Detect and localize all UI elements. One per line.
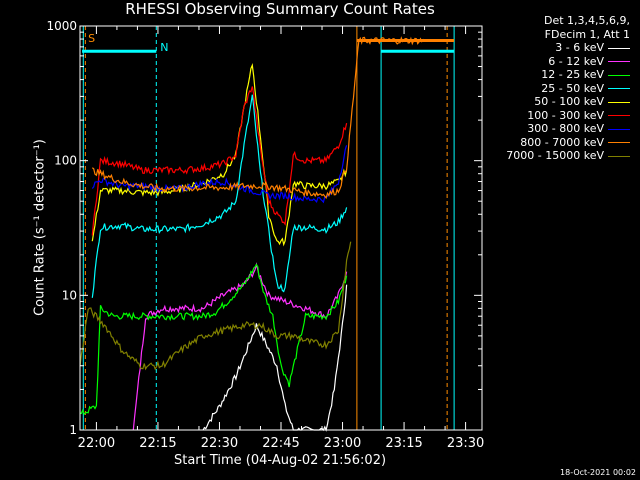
flag-label-n: N xyxy=(160,41,168,54)
legend-item: 12 - 25 keV xyxy=(470,68,630,82)
y-tick-label: 1000 xyxy=(46,19,77,33)
series-line-3 xyxy=(79,263,348,416)
legend-item: 300 - 800 keV xyxy=(470,122,630,136)
flag-label-s: S xyxy=(88,32,95,45)
legend-swatch xyxy=(608,61,630,62)
x-tick-label: 22:45 xyxy=(262,436,299,451)
legend-swatch xyxy=(608,115,630,116)
legend-item-label: 7000 - 15000 keV xyxy=(506,149,604,162)
legend-swatch xyxy=(608,88,630,89)
x-tick-label: 23:30 xyxy=(447,436,484,451)
legend-header-2: FDecim 1, Att 1 xyxy=(544,27,630,41)
x-axis-label: Start Time (04-Aug-02 21:56:02) xyxy=(173,453,387,468)
legend-item: 25 - 50 keV xyxy=(470,82,630,96)
legend-swatch xyxy=(608,74,630,76)
legend-item-label: 50 - 100 keV xyxy=(534,95,604,108)
legend-item-label: 25 - 50 keV xyxy=(541,81,604,95)
series-line-1 xyxy=(202,284,348,432)
legend-item: 800 - 7000 keV xyxy=(470,136,630,150)
legend: Det 1,3,4,5,6,9, FDecim 1, Att 1 3 - 6 k… xyxy=(470,14,630,163)
x-tick-label: 22:30 xyxy=(201,436,238,451)
y-tick-label: 1 xyxy=(69,423,77,437)
legend-item-label: 800 - 7000 keV xyxy=(520,135,604,149)
y-axis-label: Count Rate (s⁻¹ detector⁻¹) xyxy=(32,139,48,316)
legend-item-label: 6 - 12 keV xyxy=(548,54,604,68)
x-tick-label: 23:15 xyxy=(385,436,422,451)
chart-title: RHESSI Observing Summary Count Rates xyxy=(125,0,435,18)
legend-item: 3 - 6 keV xyxy=(470,41,630,55)
series-line-7 xyxy=(91,145,348,204)
legend-item-label: 3 - 6 keV xyxy=(555,41,604,54)
legend-item: 50 - 100 keV xyxy=(470,95,630,109)
legend-swatch xyxy=(608,47,630,49)
series-line-9 xyxy=(79,241,352,371)
legend-swatch xyxy=(608,101,630,103)
x-tick-label: 22:00 xyxy=(78,436,115,451)
series-line-4 xyxy=(91,94,348,298)
legend-header-1: Det 1,3,4,5,6,9, xyxy=(543,14,630,27)
legend-item: 6 - 12 keV xyxy=(470,55,630,69)
series-line-6 xyxy=(91,86,348,236)
legend-item: 7000 - 15000 keV xyxy=(470,149,630,163)
series-line-5 xyxy=(91,63,348,247)
series-line-2 xyxy=(132,262,348,431)
legend-item: 100 - 300 keV xyxy=(470,109,630,123)
legend-item-label: 300 - 800 keV xyxy=(527,122,604,135)
x-tick-label: 23:00 xyxy=(324,436,361,451)
legend-item-label: 12 - 25 keV xyxy=(541,68,604,81)
y-tick-label: 10 xyxy=(62,288,77,302)
series-line-8 xyxy=(91,36,425,200)
legend-swatch xyxy=(608,155,630,157)
legend-swatch xyxy=(608,128,630,130)
legend-item-label: 100 - 300 keV xyxy=(527,108,604,122)
x-tick-label: 22:15 xyxy=(139,436,176,451)
footer-timestamp: 18-Oct-2021 00:02 xyxy=(560,468,636,477)
legend-swatch xyxy=(608,142,630,143)
y-tick-label: 100 xyxy=(54,154,77,168)
